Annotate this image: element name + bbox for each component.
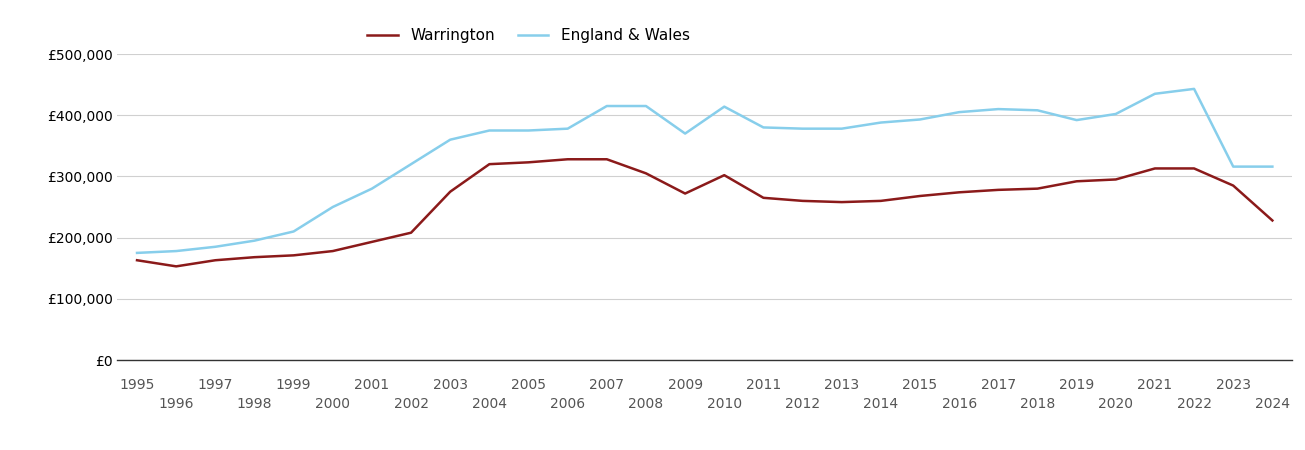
Text: 2009: 2009 [668, 378, 702, 392]
Warrington [442, 189, 458, 194]
Text: 2002: 2002 [394, 397, 428, 411]
Warrington [951, 189, 967, 195]
Warrington [168, 264, 184, 269]
Text: 2011: 2011 [745, 378, 782, 392]
Warrington [1225, 183, 1241, 188]
England & Wales [951, 109, 967, 115]
Warrington [247, 255, 262, 260]
England & Wales [1069, 117, 1084, 123]
Text: 2022: 2022 [1177, 397, 1211, 411]
England & Wales [638, 104, 654, 109]
Text: 2021: 2021 [1138, 378, 1172, 392]
Text: 2016: 2016 [941, 397, 977, 411]
England & Wales [168, 248, 184, 254]
Text: 2000: 2000 [316, 397, 350, 411]
Text: 2017: 2017 [981, 378, 1015, 392]
Text: 2006: 2006 [551, 397, 585, 411]
England & Wales [1108, 111, 1124, 117]
England & Wales [286, 229, 301, 234]
Warrington [521, 160, 536, 165]
England & Wales [442, 137, 458, 142]
Text: 2020: 2020 [1099, 397, 1133, 411]
Warrington [560, 157, 576, 162]
England & Wales [364, 186, 380, 191]
Legend: Warrington, England & Wales: Warrington, England & Wales [361, 22, 696, 49]
England & Wales [716, 104, 732, 109]
England & Wales [247, 238, 262, 243]
England & Wales [1225, 164, 1241, 169]
Text: 2013: 2013 [825, 378, 859, 392]
Warrington [364, 239, 380, 245]
Text: 2007: 2007 [590, 378, 624, 392]
England & Wales [1265, 164, 1280, 169]
Warrington [677, 191, 693, 196]
Warrington [795, 198, 810, 203]
Warrington [1069, 179, 1084, 184]
England & Wales [325, 204, 341, 210]
England & Wales [795, 126, 810, 131]
Text: 1996: 1996 [158, 397, 194, 411]
England & Wales [990, 106, 1006, 112]
Text: 2005: 2005 [512, 378, 545, 392]
Text: 2019: 2019 [1058, 378, 1095, 392]
Text: 1998: 1998 [236, 397, 273, 411]
Text: 2024: 2024 [1255, 397, 1289, 411]
Text: 2010: 2010 [707, 397, 741, 411]
Warrington [873, 198, 889, 203]
England & Wales [482, 128, 497, 133]
Text: 2001: 2001 [355, 378, 389, 392]
England & Wales [403, 162, 419, 167]
Text: 2023: 2023 [1216, 378, 1250, 392]
Warrington [1186, 166, 1202, 171]
Warrington [756, 195, 771, 201]
Warrington [129, 257, 145, 263]
Warrington [638, 171, 654, 176]
Text: 1995: 1995 [119, 378, 155, 392]
Warrington [990, 187, 1006, 193]
Warrington [1108, 177, 1124, 182]
Warrington [403, 230, 419, 235]
Text: 2003: 2003 [433, 378, 467, 392]
Warrington [834, 199, 850, 205]
England & Wales [677, 131, 693, 136]
Text: 2015: 2015 [903, 378, 937, 392]
England & Wales [1186, 86, 1202, 92]
Warrington [482, 162, 497, 167]
Line: Warrington: Warrington [137, 159, 1272, 266]
Warrington [912, 194, 928, 199]
Text: 2014: 2014 [864, 397, 898, 411]
Warrington [1265, 218, 1280, 223]
Warrington [1147, 166, 1163, 171]
England & Wales [756, 125, 771, 130]
England & Wales [207, 244, 223, 249]
Text: 1997: 1997 [197, 378, 234, 392]
England & Wales [912, 117, 928, 122]
Warrington [716, 172, 732, 178]
Text: 2012: 2012 [786, 397, 820, 411]
Text: 2004: 2004 [472, 397, 506, 411]
Line: England & Wales: England & Wales [137, 89, 1272, 253]
England & Wales [129, 250, 145, 256]
England & Wales [834, 126, 850, 131]
Warrington [325, 248, 341, 254]
Warrington [599, 157, 615, 162]
Text: 1999: 1999 [275, 378, 312, 392]
England & Wales [873, 120, 889, 125]
England & Wales [1147, 91, 1163, 96]
England & Wales [560, 126, 576, 131]
Text: 2018: 2018 [1019, 397, 1056, 411]
England & Wales [1030, 108, 1045, 113]
Text: 2008: 2008 [629, 397, 663, 411]
England & Wales [599, 104, 615, 109]
Warrington [1030, 186, 1045, 191]
England & Wales [521, 128, 536, 133]
Warrington [207, 257, 223, 263]
Warrington [286, 252, 301, 258]
